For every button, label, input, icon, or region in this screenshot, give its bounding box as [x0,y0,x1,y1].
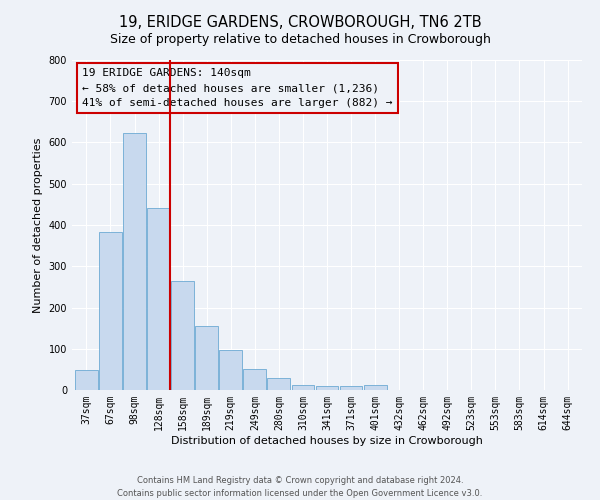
Bar [364,385,386,390]
Bar [244,368,266,390]
X-axis label: Distribution of detached houses by size in Crowborough: Distribution of detached houses by size … [171,436,483,446]
Text: 19 ERIDGE GARDENS: 140sqm
← 58% of detached houses are smaller (1,236)
41% of se: 19 ERIDGE GARDENS: 140sqm ← 58% of detac… [82,68,392,108]
Bar [292,385,314,390]
Bar [75,370,98,390]
Bar [220,350,242,390]
Bar [340,386,362,390]
Bar [316,386,338,390]
Bar [195,326,218,390]
Text: Size of property relative to detached houses in Crowborough: Size of property relative to detached ho… [110,32,490,46]
Text: 19, ERIDGE GARDENS, CROWBOROUGH, TN6 2TB: 19, ERIDGE GARDENS, CROWBOROUGH, TN6 2TB [119,15,481,30]
Bar [99,232,122,390]
Bar [268,378,290,390]
Text: Contains HM Land Registry data © Crown copyright and database right 2024.
Contai: Contains HM Land Registry data © Crown c… [118,476,482,498]
Bar [147,208,170,390]
Bar [171,280,194,390]
Bar [123,134,146,390]
Y-axis label: Number of detached properties: Number of detached properties [33,138,43,312]
